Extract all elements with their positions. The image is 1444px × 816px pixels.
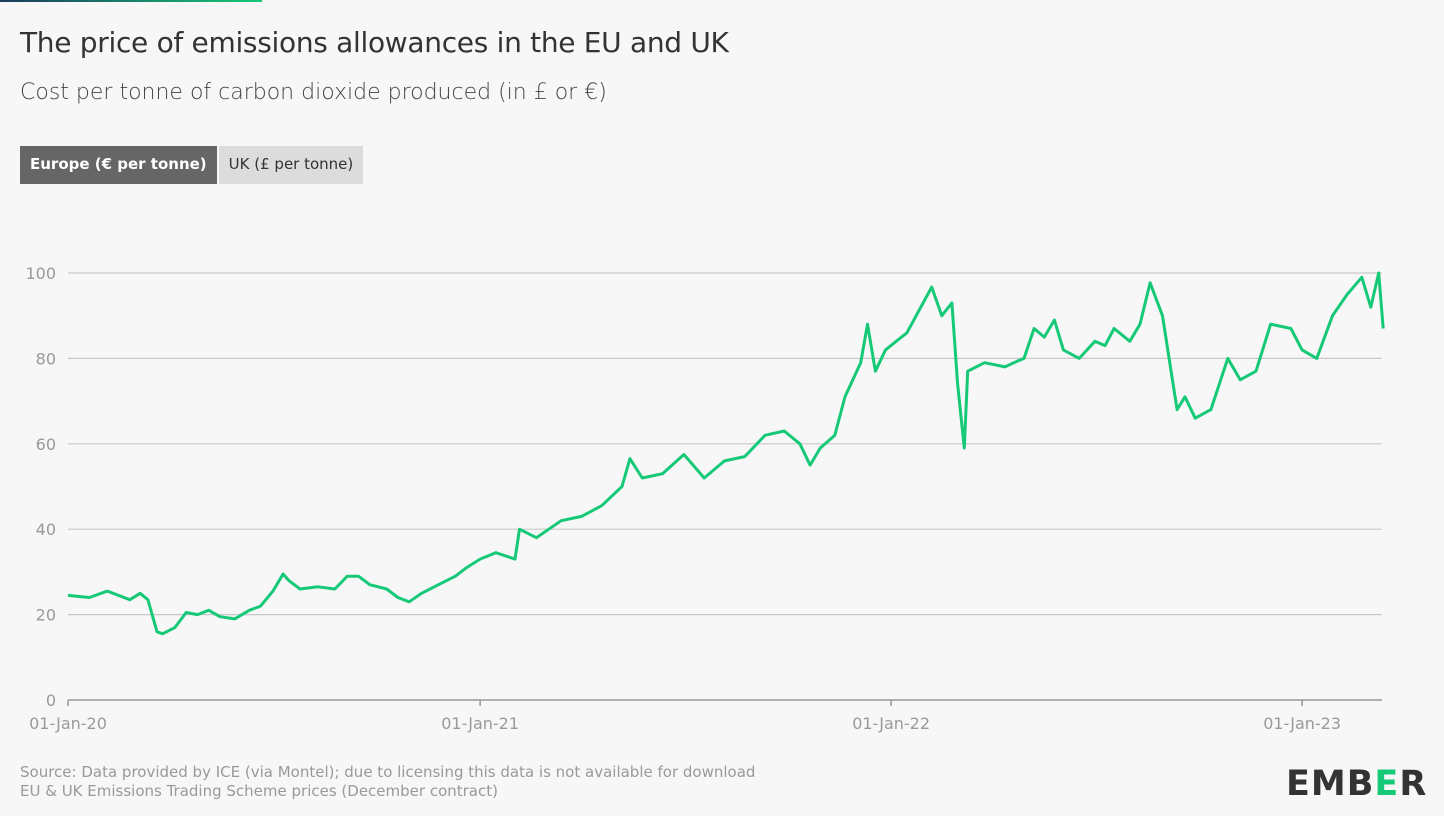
source-line: Source: Data provided by ICE (via Montel… [20, 763, 756, 781]
top-accent-bar [0, 0, 262, 2]
page-subtitle: Cost per tonne of carbon dioxide produce… [20, 80, 607, 105]
y-tick-label: 20 [36, 606, 56, 625]
tab-uk[interactable]: UK (£ per tonne) [218, 146, 364, 184]
y-tick-label: 60 [36, 435, 56, 454]
tab-europe[interactable]: Europe (€ per tonne) [20, 146, 217, 184]
series-line-europe [67, 271, 1385, 636]
source-note: Source: Data provided by ICE (via Montel… [20, 763, 755, 801]
series-tabs: Europe (€ per tonne) UK (£ per tonne) [20, 146, 364, 184]
y-tick-label: 40 [36, 520, 56, 539]
x-tick-label: 01-Jan-20 [29, 714, 107, 733]
source-line: EU & UK Emissions Trading Scheme prices … [20, 782, 498, 800]
x-tick-label: 01-Jan-23 [1263, 714, 1341, 733]
page-title: The price of emissions allowances in the… [20, 26, 729, 59]
y-tick-label: 80 [36, 349, 56, 368]
y-tick-label: 100 [25, 264, 56, 283]
x-tick-label: 01-Jan-21 [441, 714, 519, 733]
ember-logo: EMBER [1286, 764, 1428, 804]
x-tick-label: 01-Jan-22 [852, 714, 930, 733]
y-tick-label: 0 [46, 691, 56, 710]
